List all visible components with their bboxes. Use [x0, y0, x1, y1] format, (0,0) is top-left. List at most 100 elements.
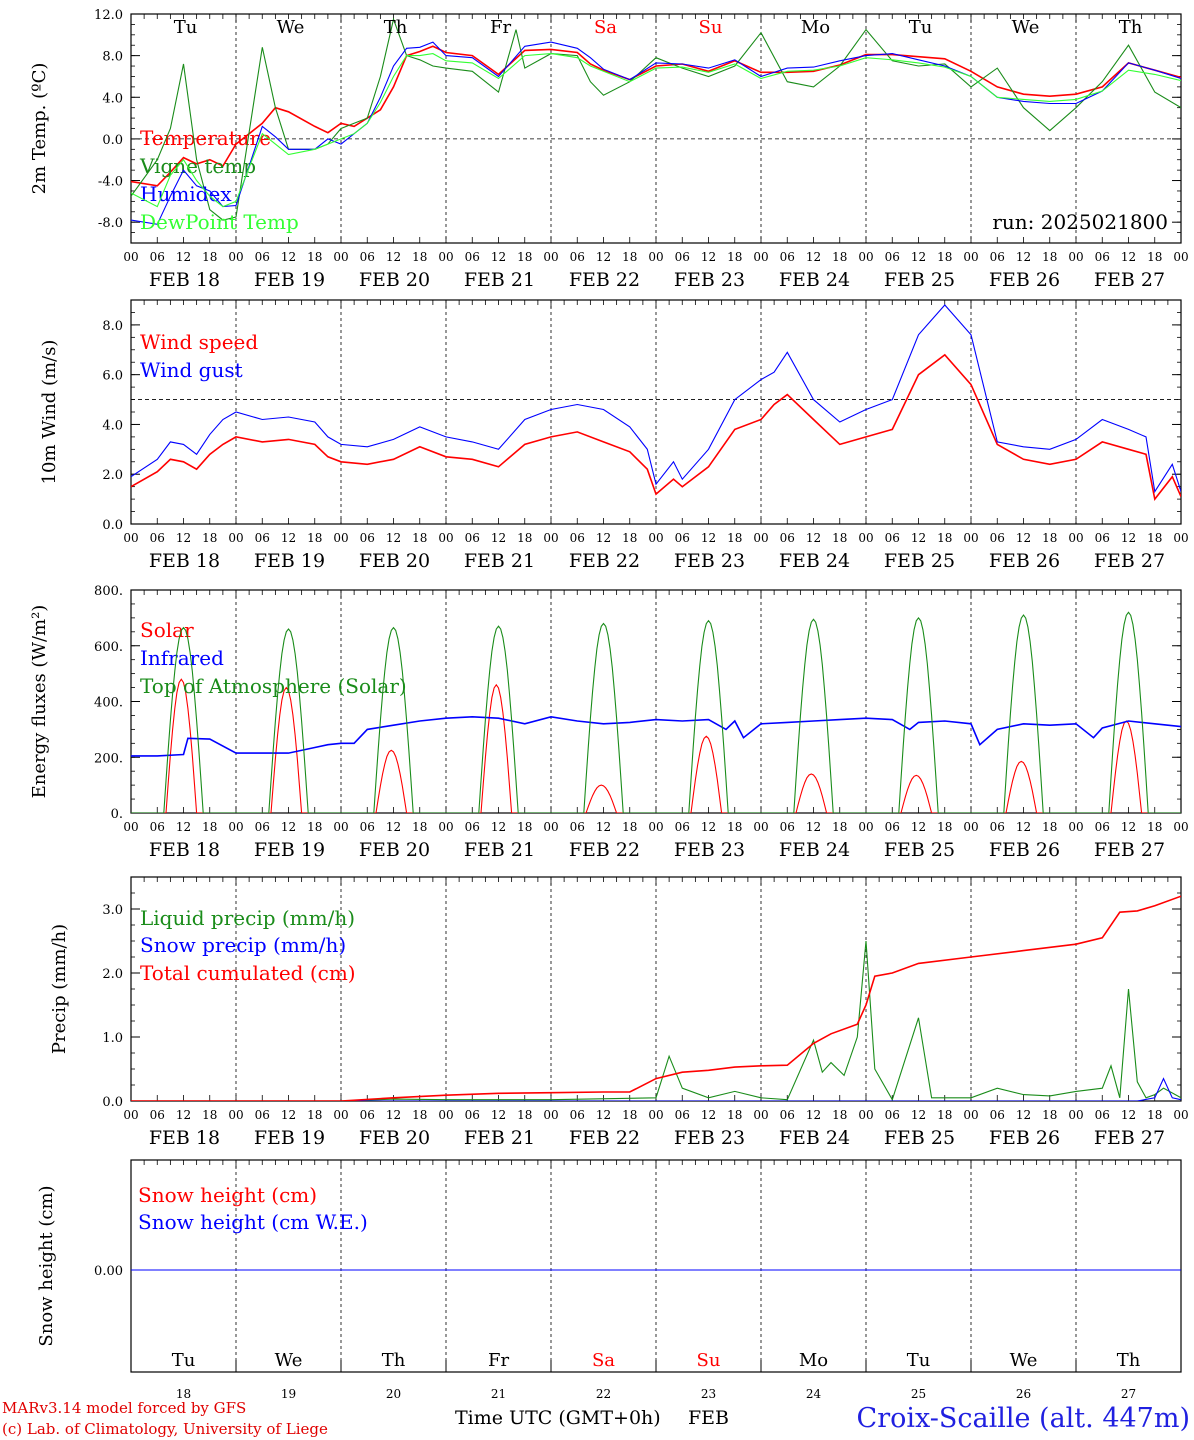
hour-tick-label: 06 [465, 820, 480, 834]
hour-tick-label: 18 [937, 250, 952, 264]
series-line-infrared [131, 715, 1181, 757]
hour-tick-label: 00 [333, 531, 348, 545]
hour-tick-label: 18 [202, 531, 217, 545]
series-line-dewpoint-temp [131, 53, 1181, 208]
hour-tick-label: 18 [307, 250, 322, 264]
hour-tick-label: 18 [727, 820, 742, 834]
y-tick-label: 0.0 [102, 518, 123, 533]
hour-tick-label: 12 [491, 250, 506, 264]
panel-2: 00 06 12 18 00 06 12 18 00 06 12 18 00 06 12 18 00 06 12 18… [39, 299, 1189, 572]
hour-tick-label: 00 [858, 820, 873, 834]
hour-tick-label: 00 [1068, 1108, 1083, 1122]
hour-tick-label: 00 [1173, 820, 1188, 834]
hour-tick-label: 00 [228, 820, 243, 834]
hour-tick-label: 18 [412, 820, 427, 834]
hour-tick-label: 06 [360, 820, 375, 834]
legend-entry: Wind gust [140, 358, 243, 382]
hour-tick-label: 00 [963, 250, 978, 264]
day-of-week-label: Th [1119, 17, 1143, 38]
hour-tick-label: 06 [360, 1108, 375, 1122]
hour-tick-label: 00 [228, 1108, 243, 1122]
hour-tick-label: 12 [911, 531, 926, 545]
hour-tick-label: 06 [885, 250, 900, 264]
hour-tick-label: 06 [1095, 531, 1110, 545]
legend-entry: Snow height (cm) [138, 1183, 317, 1207]
hour-tick-label: 06 [150, 1108, 165, 1122]
series-line-snow-precip-mm-h- [131, 1077, 1181, 1101]
time-axis-label: Time UTC (GMT+0h) [455, 1407, 661, 1429]
date-label: FEB 25 [884, 269, 955, 291]
hour-tick-label: 06 [1095, 1108, 1110, 1122]
run-annotation: run: 2025021800 [992, 210, 1168, 234]
hour-tick-label: 12 [491, 531, 506, 545]
bottom-day-of-week: We [1010, 1350, 1038, 1371]
y-tick-label: 2.0 [102, 967, 123, 982]
hour-tick-label: 06 [780, 531, 795, 545]
hour-tick-label: 12 [701, 820, 716, 834]
hour-tick-label: 06 [1095, 250, 1110, 264]
hour-tick-label: 06 [150, 250, 165, 264]
day-of-week-label: Su [699, 17, 723, 38]
date-label: FEB 19 [254, 269, 325, 291]
hour-tick-label: 00 [123, 250, 138, 264]
hour-tick-label: 18 [727, 1108, 742, 1122]
hour-tick-label: 00 [333, 820, 348, 834]
hour-tick-label: 06 [570, 250, 585, 264]
y-tick-label: -4.0 [98, 175, 123, 190]
hour-tick-label: 00 [1173, 250, 1188, 264]
hour-tick-label: 06 [1095, 820, 1110, 834]
hour-tick-label: 00 [858, 1108, 873, 1122]
hour-tick-label: 18 [727, 250, 742, 264]
hour-tick-label: 18 [412, 531, 427, 545]
hour-tick-label: 12 [596, 820, 611, 834]
y-axis-label: 2m Temp. (ºC) [29, 63, 50, 195]
hour-tick-label: 18 [517, 250, 532, 264]
hour-tick-label: 00 [543, 250, 558, 264]
y-tick-label: 8.0 [102, 50, 123, 65]
bottom-day-of-week: Fr [488, 1350, 509, 1371]
hour-tick-label: 00 [543, 820, 558, 834]
hour-tick-label: 12 [701, 250, 716, 264]
day-of-week-label: Mo [801, 17, 830, 38]
hour-tick-label: 12 [701, 1108, 716, 1122]
y-axis-label: 10m Wind (m/s) [39, 340, 60, 485]
hour-tick-label: 18 [1042, 820, 1057, 834]
hour-tick-label: 12 [281, 1108, 296, 1122]
hour-tick-label: 12 [176, 1108, 191, 1122]
legend-entry: Temperature [140, 126, 271, 150]
hour-tick-label: 12 [1016, 1108, 1031, 1122]
hour-tick-label: 12 [806, 531, 821, 545]
hour-tick-label: 06 [255, 250, 270, 264]
date-label: FEB 23 [674, 839, 745, 861]
y-tick-label: 0.0 [102, 1095, 123, 1110]
hour-tick-label: 12 [1121, 820, 1136, 834]
y-axis-label: Precip (mm/h) [49, 924, 70, 1054]
date-label: FEB 19 [254, 1127, 325, 1149]
legend-entry: Snow height (cm W.E.) [138, 1210, 368, 1234]
hour-tick-label: 00 [753, 250, 768, 264]
hour-tick-label: 12 [281, 820, 296, 834]
date-label: FEB 18 [149, 550, 220, 572]
date-label: FEB 22 [569, 269, 640, 291]
date-label: FEB 25 [884, 839, 955, 861]
hour-tick-label: 00 [1068, 531, 1083, 545]
hour-tick-label: 12 [386, 531, 401, 545]
hour-tick-label: 12 [596, 531, 611, 545]
hour-tick-label: 06 [990, 820, 1005, 834]
hour-tick-label: 12 [176, 250, 191, 264]
bottom-date-number: 18 [176, 1387, 191, 1401]
hour-tick-label: 18 [517, 1108, 532, 1122]
bottom-day-of-week: Su [697, 1350, 721, 1371]
hour-tick-label: 06 [570, 1108, 585, 1122]
date-label: FEB 19 [254, 839, 325, 861]
date-label: FEB 23 [674, 1127, 745, 1149]
panel-5: 0.00 Snow height (cm) Snow height (cm) Snow… [36, 1159, 1182, 1373]
hour-tick-label: 12 [806, 1108, 821, 1122]
hour-tick-label: 06 [885, 1108, 900, 1122]
hour-tick-label: 12 [806, 250, 821, 264]
bottom-day-of-week: Tu [907, 1350, 931, 1371]
bottom-date-number: 21 [491, 1387, 506, 1401]
hour-tick-label: 12 [596, 1108, 611, 1122]
bottom-date-number: 26 [1016, 1387, 1031, 1401]
